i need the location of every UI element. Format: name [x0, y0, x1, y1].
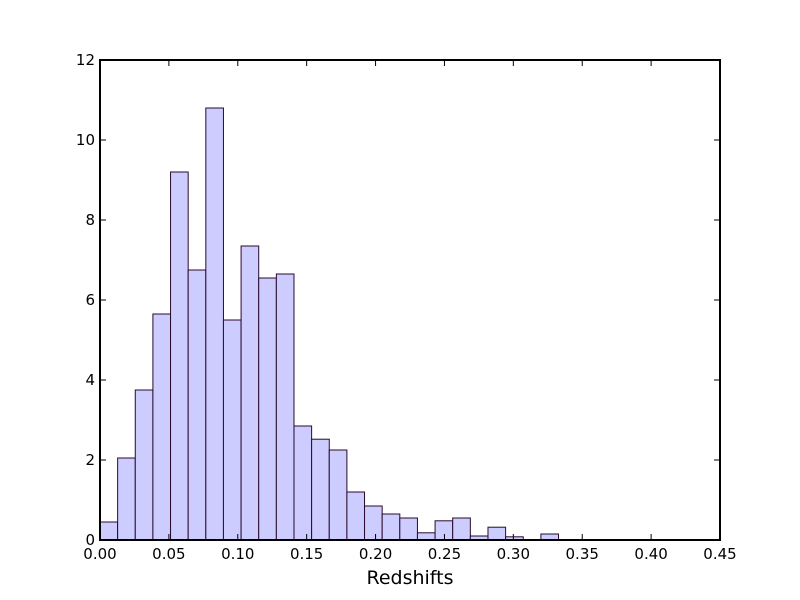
histogram-bar: [487, 526, 507, 541]
histogram-bar: [381, 513, 401, 541]
y-tick-label: 10: [76, 131, 95, 149]
x-tick-label: 0.30: [497, 545, 530, 563]
x-tick-label: 0.00: [83, 545, 116, 563]
x-tick-label: 0.10: [221, 545, 254, 563]
histogram-bar: [399, 517, 418, 541]
histogram-bar: [258, 277, 277, 541]
histogram-bar: [346, 491, 366, 541]
histogram-bars: [99, 107, 560, 541]
y-tick-label: 8: [85, 211, 95, 229]
histogram-bar: [99, 521, 119, 541]
x-axis-ticks: 0.00 0.05 0.10 0.15 0.20 0.25 0.30 0.35 0.40 0.45: [83, 60, 737, 563]
histogram-bar: [240, 245, 260, 541]
histogram-bar: [311, 438, 330, 541]
x-tick-label: 0.20: [359, 545, 392, 563]
histogram-bar: [152, 313, 172, 541]
histogram-bar: [205, 107, 224, 541]
x-tick-label: 0.05: [152, 545, 185, 563]
histogram-bar: [222, 319, 242, 541]
x-tick-label: 0.45: [703, 545, 736, 563]
y-axis-ticks: 0 2 4 6 8 10 12: [76, 51, 720, 549]
x-tick-label: 0.40: [634, 545, 667, 563]
x-axis-label: Redshifts: [366, 567, 453, 589]
y-tick-label: 6: [85, 291, 95, 309]
y-tick-label: 2: [85, 451, 95, 469]
histogram-bar: [170, 171, 189, 541]
histogram-bar: [328, 449, 348, 541]
histogram-bar: [117, 457, 136, 541]
y-tick-label: 4: [85, 371, 95, 389]
y-tick-label: 12: [76, 51, 95, 69]
histogram-bar: [434, 520, 454, 541]
histogram-bar: [275, 273, 295, 541]
histogram-bar: [452, 517, 471, 541]
histogram-bar: [134, 389, 154, 541]
x-tick-label: 0.15: [290, 545, 323, 563]
histogram-bar: [293, 425, 313, 541]
histogram-bar: [364, 505, 383, 541]
y-tick-label: 0: [85, 531, 95, 549]
x-tick-label: 0.25: [428, 545, 461, 563]
x-tick-label: 0.35: [566, 545, 599, 563]
histogram-bar: [416, 532, 436, 541]
histogram-bar: [187, 269, 207, 541]
